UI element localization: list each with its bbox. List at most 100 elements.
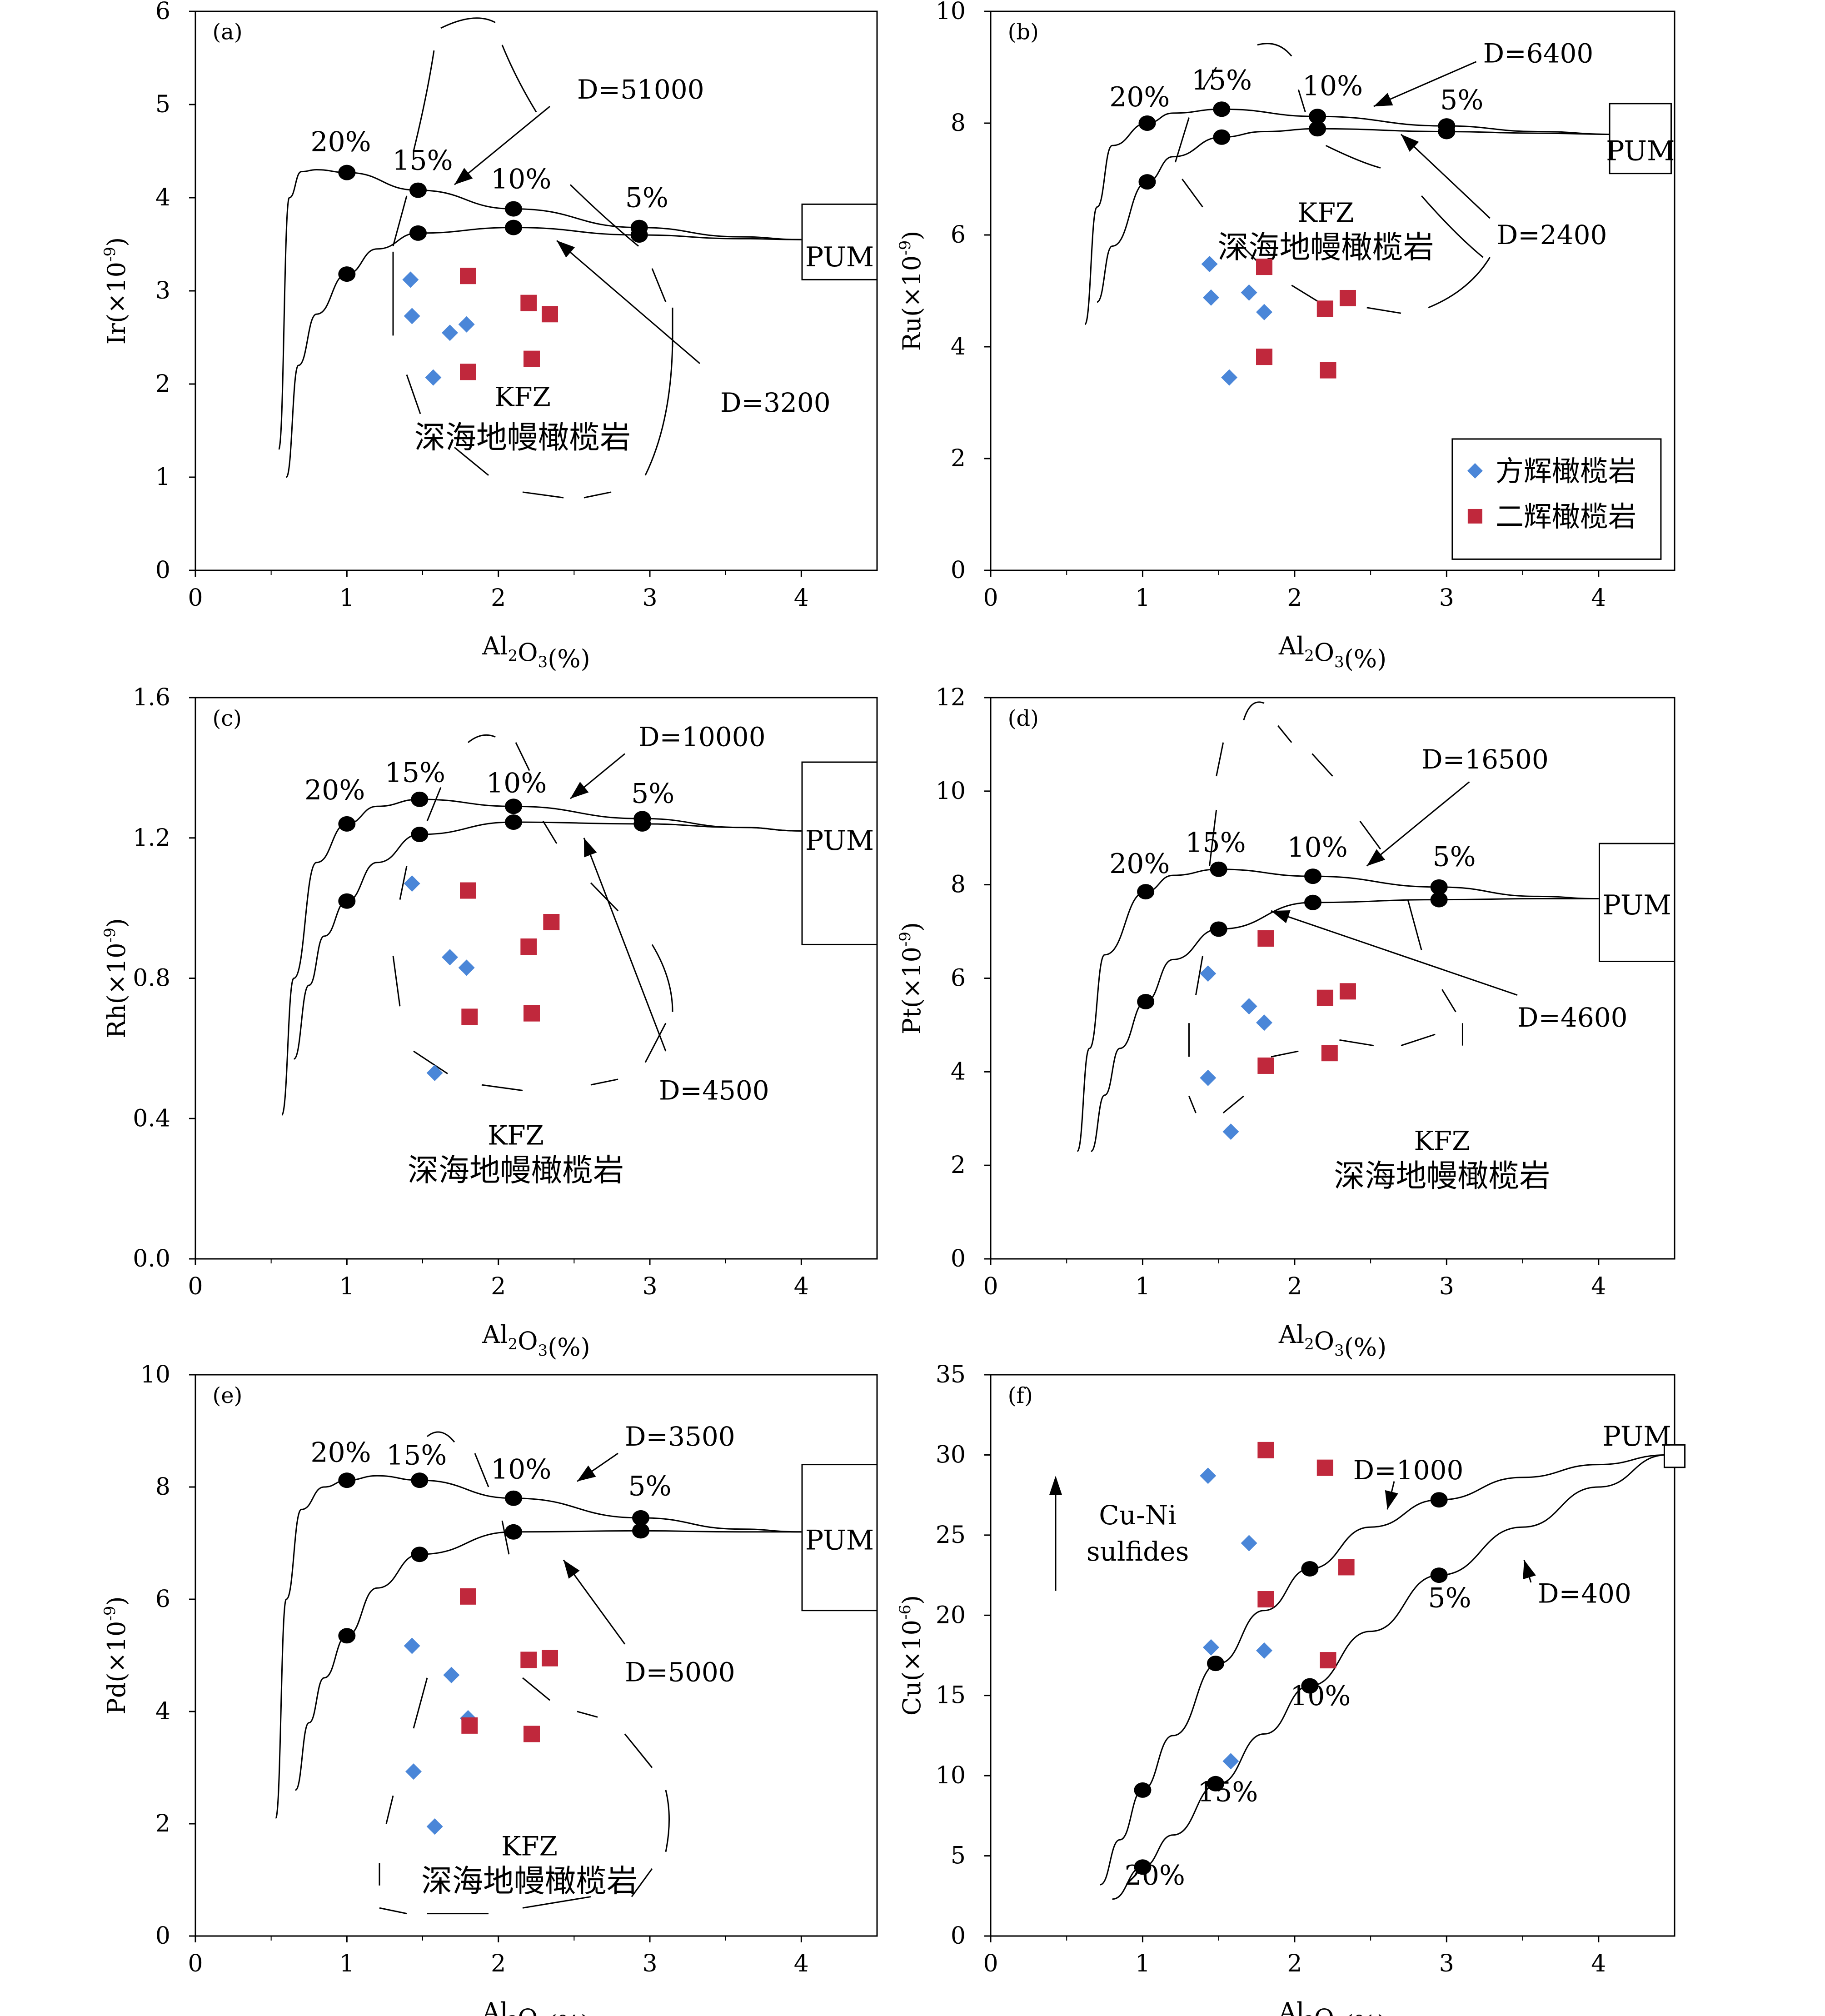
kfz-field-dash: [1195, 955, 1204, 995]
legend-lherzolite-label: 二辉橄榄岩: [1496, 500, 1636, 533]
d-value-label: D=51000: [577, 74, 704, 105]
d-value-label: D=3500: [625, 1421, 735, 1452]
pum-box: [801, 1464, 878, 1612]
melting-point: [1304, 868, 1322, 884]
lherzolite-point: [1257, 1057, 1274, 1074]
kfz-field-dash: [501, 45, 537, 113]
y-tick-label: 2: [155, 370, 170, 398]
pum-label: PUM: [1606, 135, 1675, 167]
melting-point: [338, 266, 356, 282]
lherzolite-point: [1256, 349, 1272, 365]
pum-box: [1598, 843, 1675, 962]
x-tick-label: 2: [491, 584, 506, 612]
melting-point: [1309, 109, 1326, 125]
melting-point: [338, 1472, 356, 1488]
melting-curve-lower: [1112, 1454, 1667, 1900]
kfz-field-dash: [413, 1677, 428, 1729]
pum-box: [1609, 103, 1672, 175]
d-value-label: D=5000: [625, 1657, 735, 1688]
x-tick-label: 4: [794, 1273, 809, 1300]
lherzolite-point: [1257, 1442, 1274, 1458]
x-tick-label: 2: [491, 1273, 506, 1300]
x-tick-label: 4: [794, 1950, 809, 1977]
pum-box: [801, 203, 878, 280]
kfz-field-dash: [385, 1795, 394, 1824]
y-tick-label: 4: [155, 184, 170, 211]
y-tick-label: 2: [155, 1810, 170, 1837]
melting-percent-label: 15%: [1185, 827, 1246, 859]
harzburgite-point: [1256, 304, 1272, 320]
kfz-field-dash: [569, 184, 639, 247]
y-tick-label: 0: [951, 1922, 966, 1950]
kfz-field-dash: [392, 195, 408, 246]
melting-percent-label: 15%: [392, 145, 453, 177]
x-axis-label-part: (%): [1344, 1333, 1386, 1362]
d-arrow-shaft: [1400, 134, 1491, 219]
melting-curve-lower: [285, 227, 802, 478]
harzburgite-point: [405, 1763, 422, 1780]
lherzolite-point: [1316, 300, 1333, 317]
panel-pd: 0 1 2 3 4 0 2 4 6 8 10 Al2O3(%) Pd(×10-9) (e) 20% 15% 10…: [101, 1361, 878, 2016]
harzburgite-point: [1202, 289, 1219, 306]
x-axis-label: Al2O3(%): [482, 1997, 590, 2016]
d-arrow-head: [563, 1560, 580, 1579]
legend-harzburgite-label: 方辉橄榄岩: [1496, 454, 1636, 488]
x-axis-label-part: O: [1314, 1327, 1334, 1355]
x-axis-label: Al2O3(%): [482, 632, 590, 673]
melting-percent-label: 15%: [1192, 65, 1252, 96]
y-tick-label: 6: [155, 0, 170, 25]
melting-point: [1430, 1567, 1448, 1583]
kfz-label: KFZ: [1298, 197, 1354, 228]
x-tick-label: 4: [1591, 1273, 1606, 1300]
d-arrow-head: [1401, 134, 1419, 152]
melting-point: [1137, 993, 1155, 1009]
kfz-field-dash: [651, 944, 673, 1012]
kfz-label: KFZ: [494, 382, 551, 413]
kfz-field-dash: [644, 1023, 667, 1063]
y-axis-label: Cu(×10-6): [896, 1595, 926, 1716]
harzburgite-point: [404, 875, 420, 892]
x-axis-label: Al2O3(%): [1278, 632, 1386, 673]
d-arrow-shaft: [1366, 781, 1470, 867]
y-axis-label-exponent: -9: [896, 932, 914, 947]
y-tick-label: 8: [951, 110, 966, 137]
y-axis-label-exponent: -6: [896, 1605, 914, 1620]
d-arrow-shaft: [454, 105, 550, 185]
kfz-field-dash: [501, 1520, 510, 1555]
x-axis-label-part: (%): [548, 644, 590, 673]
melting-point: [632, 1510, 649, 1526]
panel-rh: 0 1 2 3 40.00.40.81.21.6Al2O3(%)Rh(×10-9)(c)…: [101, 684, 878, 1362]
y-tick-label: 0: [155, 1922, 170, 1950]
d-arrow-head: [577, 1465, 596, 1482]
melting-point: [1134, 1782, 1152, 1798]
melting-percent-label: 20%: [304, 774, 365, 806]
y-tick-label: 4: [951, 333, 966, 360]
d-value-label: D=4600: [1517, 1002, 1628, 1033]
melting-percent-label: 5%: [628, 1471, 671, 1502]
kfz-field-dash: [1182, 179, 1203, 208]
panel-label: (e): [213, 1383, 243, 1408]
melting-percent-label: 20%: [310, 126, 371, 158]
kfz-field-dash: [631, 1868, 653, 1897]
y-tick-label: 0: [951, 1245, 966, 1272]
kfz-field-dash: [1339, 1039, 1374, 1047]
melting-point: [1138, 115, 1156, 131]
x-tick-label: 1: [339, 1950, 354, 1977]
y-tick-label: 0.4: [133, 1105, 170, 1132]
x-axis-label-part: O: [518, 2004, 538, 2016]
x-axis-label-part: 2: [508, 647, 518, 665]
harzburgite-point: [1256, 1642, 1272, 1659]
kfz-field-dash: [1202, 67, 1217, 90]
y-axis-label: Pd(×10-9): [101, 1596, 131, 1714]
melting-point: [632, 1523, 649, 1539]
melting-percent-label: 5%: [631, 778, 674, 810]
y-tick-label: 2: [951, 445, 966, 472]
melting-point: [1430, 879, 1448, 895]
melting-point: [1301, 1561, 1319, 1577]
melting-percent-label: 15%: [385, 757, 445, 788]
d-value-label: D=4500: [659, 1075, 769, 1106]
lherzolite-point: [520, 294, 537, 311]
melting-point: [1210, 861, 1227, 877]
plot-frame: [990, 10, 1675, 571]
y-axis-label-main: Ru(×10: [898, 255, 926, 351]
